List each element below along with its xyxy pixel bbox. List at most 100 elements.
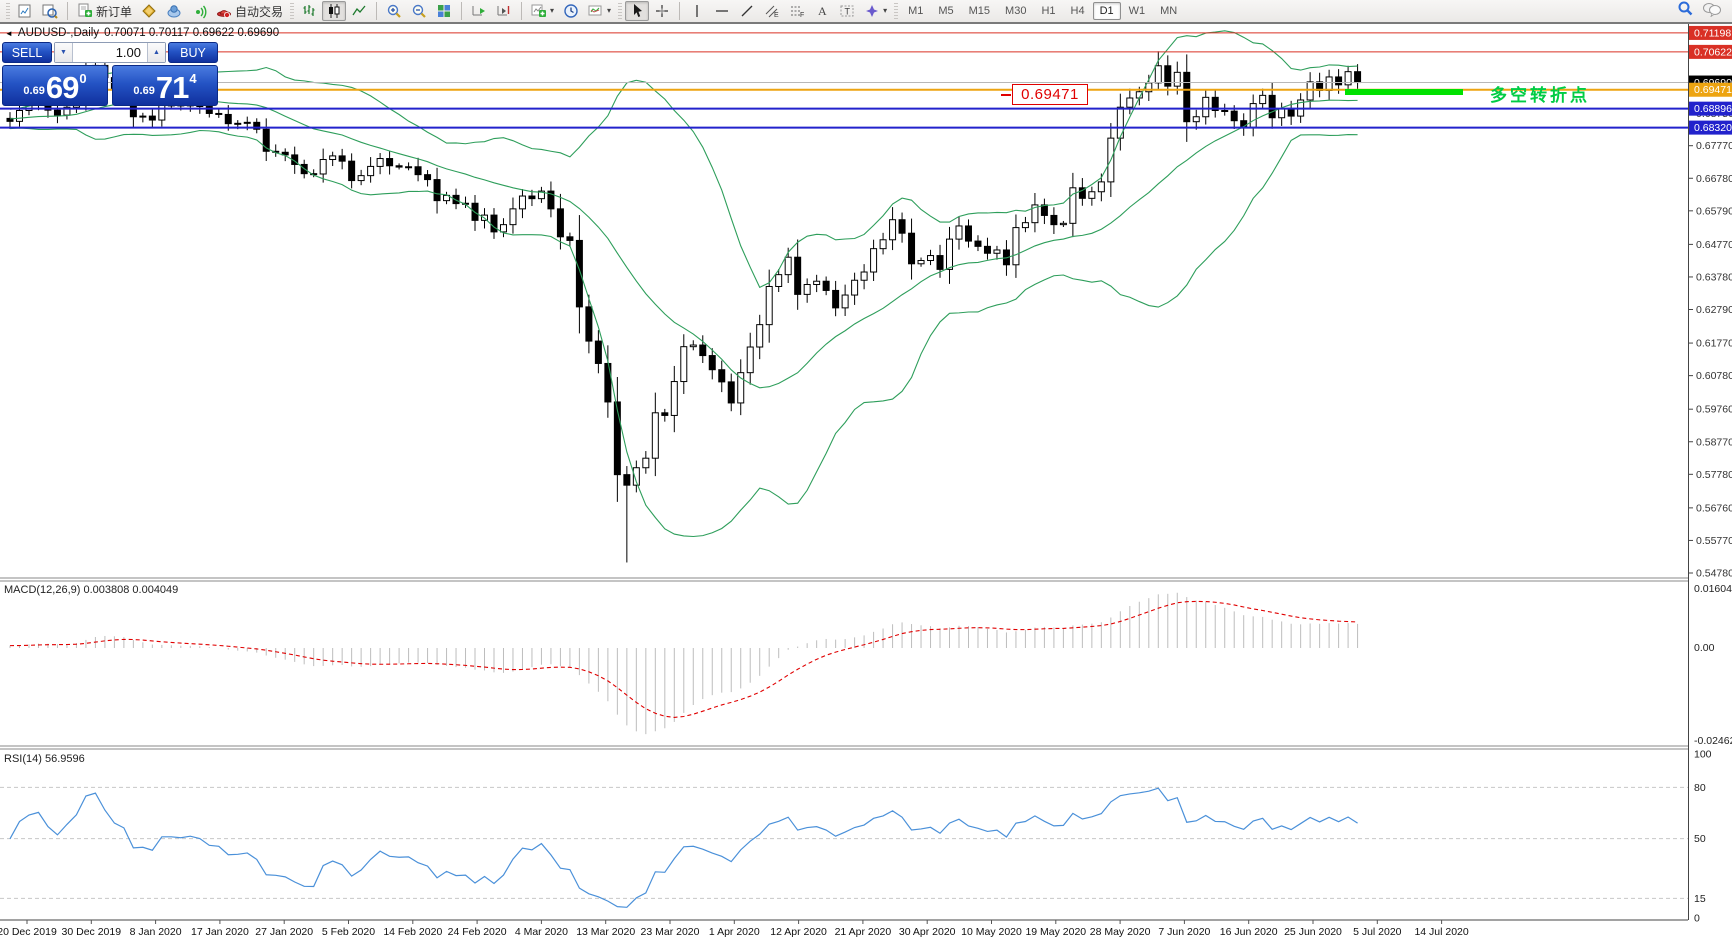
community-button[interactable] <box>162 1 186 21</box>
autotrading-label: 自动交易 <box>235 4 284 19</box>
chart-shift-button[interactable] <box>492 1 516 21</box>
volume-decrease-button[interactable]: ▼ <box>55 43 73 62</box>
new-order-button[interactable]: 新订单 <box>73 1 136 21</box>
timeframe-h1[interactable]: H1 <box>1041 5 1056 17</box>
candle-body <box>1088 191 1096 199</box>
chevron-down-icon: ▾ <box>883 6 888 15</box>
candle-body <box>376 158 384 167</box>
auto-scroll-button[interactable] <box>467 1 491 21</box>
periods-clock-button[interactable] <box>559 1 583 21</box>
timeframe-mn[interactable]: MN <box>1160 5 1178 17</box>
candle-body <box>215 112 223 115</box>
candle-body <box>566 236 574 241</box>
candle-body <box>803 284 811 295</box>
candle-body <box>879 239 887 250</box>
timeframe-d1[interactable]: D1 <box>1092 2 1121 20</box>
price-callout-label[interactable]: 0.69471 <box>1012 84 1088 105</box>
volume-increase-button[interactable]: ▲ <box>147 43 165 62</box>
timeframe-w1[interactable]: W1 <box>1128 5 1146 17</box>
price-tick-label: 0.63780 <box>1696 271 1732 283</box>
zoom-out-button[interactable] <box>407 1 431 21</box>
candle-body <box>993 249 1001 254</box>
equidistant-channel-tool-button[interactable]: E <box>760 1 784 21</box>
candlestick-chart-button[interactable] <box>322 1 347 21</box>
new-chart-button[interactable] <box>13 1 37 21</box>
candle-body <box>832 289 840 309</box>
timeframe-m1[interactable]: M1 <box>908 5 924 17</box>
new-order-label: 新订单 <box>96 4 133 19</box>
timeframe-m15[interactable]: M15 <box>968 5 991 17</box>
candle-body <box>983 245 991 254</box>
buy-button[interactable]: BUY <box>168 42 218 63</box>
turning-point-annotation[interactable]: 多空转折点 <box>1490 86 1590 105</box>
candle-body <box>889 219 897 241</box>
price-badge-label: 0.68896 <box>1694 103 1732 115</box>
svg-text:A: A <box>818 4 827 18</box>
timeframe-m30[interactable]: M30 <box>1005 5 1027 17</box>
svg-text:F: F <box>800 12 804 19</box>
text-tool-button[interactable]: A <box>810 1 834 21</box>
candle-body <box>1230 110 1238 122</box>
candle-body <box>708 355 716 371</box>
timeframe-m5[interactable]: M5 <box>938 5 954 17</box>
candle-body <box>357 175 365 182</box>
candle-body <box>509 208 517 226</box>
templates-dropdown-button[interactable]: ▾ <box>584 1 615 21</box>
one-click-trading-panel: SELL ▼ 1.00 ▲ BUY 0.69 69 0 0.69 71 4 <box>2 42 218 108</box>
vertical-line-tool-button[interactable] <box>685 1 709 21</box>
trendline-tool-button[interactable] <box>735 1 759 21</box>
cursor-tool-button[interactable] <box>625 1 650 21</box>
date-label: 16 Jun 2020 <box>1220 926 1278 938</box>
price-badge <box>1689 44 1732 59</box>
chart-profiles-button[interactable] <box>38 1 62 21</box>
timeframe-h4[interactable]: H4 <box>1070 5 1085 17</box>
candle-body <box>424 174 432 181</box>
volume-input[interactable]: 1.00 <box>115 45 141 60</box>
rsi-line <box>9 787 1358 908</box>
candle-body <box>851 279 859 296</box>
bar-chart-button[interactable] <box>297 1 321 21</box>
toolbar-grip <box>894 3 899 19</box>
candle-body <box>908 232 916 265</box>
crosshair-tool-button[interactable] <box>650 1 674 21</box>
price-tick-label: 0.56760 <box>1696 502 1732 514</box>
candle-body <box>1031 204 1039 224</box>
line-chart-button[interactable] <box>347 1 371 21</box>
shapes-dropdown-button[interactable]: ▾ <box>860 1 891 21</box>
price-axis[interactable]: 0.707300.697400.687500.677700.667800.657… <box>1688 25 1732 925</box>
candle-body <box>139 115 147 118</box>
candle-body <box>680 346 688 383</box>
candle-body <box>1069 187 1077 224</box>
svg-text:T: T <box>845 7 851 17</box>
fibonacci-tool-button[interactable]: F <box>785 1 809 21</box>
candle-body <box>443 194 451 202</box>
indicators-dropdown-button[interactable]: ▾ <box>527 1 558 21</box>
candle-body <box>794 256 802 295</box>
svg-text:E: E <box>774 12 779 19</box>
autotrading-button[interactable]: 自动交易 <box>212 1 287 21</box>
candle-body <box>946 238 954 270</box>
candle-body <box>955 225 963 240</box>
macd-indicator <box>9 592 1359 735</box>
chart-canvas[interactable]: 0.707300.697400.687500.677700.667800.657… <box>0 24 1732 942</box>
buy-price-small: 0.69 <box>133 85 155 97</box>
search-icon[interactable] <box>1677 0 1694 22</box>
buy-price-box[interactable]: 0.69 71 4 <box>112 65 218 106</box>
sell-price-box[interactable]: 0.69 69 0 <box>2 65 108 106</box>
turning-point-highlight-bar[interactable] <box>1345 89 1463 95</box>
chart-title: ◄ AUDUSD-,Daily 0.70071 0.70117 0.69622 … <box>5 27 279 39</box>
candle-body <box>1059 222 1067 226</box>
zoom-in-button[interactable] <box>382 1 406 21</box>
time-axis[interactable]: 20 Dec 2019 30 Dec 2019 8 Jan 2020 17 Jan 2… <box>0 920 1469 938</box>
tile-windows-button[interactable] <box>432 1 456 21</box>
chat-icon[interactable] <box>1702 1 1722 22</box>
metaeditor-button[interactable] <box>137 1 161 21</box>
candle-body <box>1078 187 1086 199</box>
text-label-tool-button[interactable]: T <box>835 1 859 21</box>
sell-button[interactable]: SELL <box>2 42 52 63</box>
signals-button[interactable] <box>187 1 211 21</box>
candle-body <box>1354 71 1362 84</box>
candle-body <box>1126 97 1134 108</box>
horizontal-line-tool-button[interactable] <box>710 1 734 21</box>
date-label: 10 May 2020 <box>961 926 1022 938</box>
